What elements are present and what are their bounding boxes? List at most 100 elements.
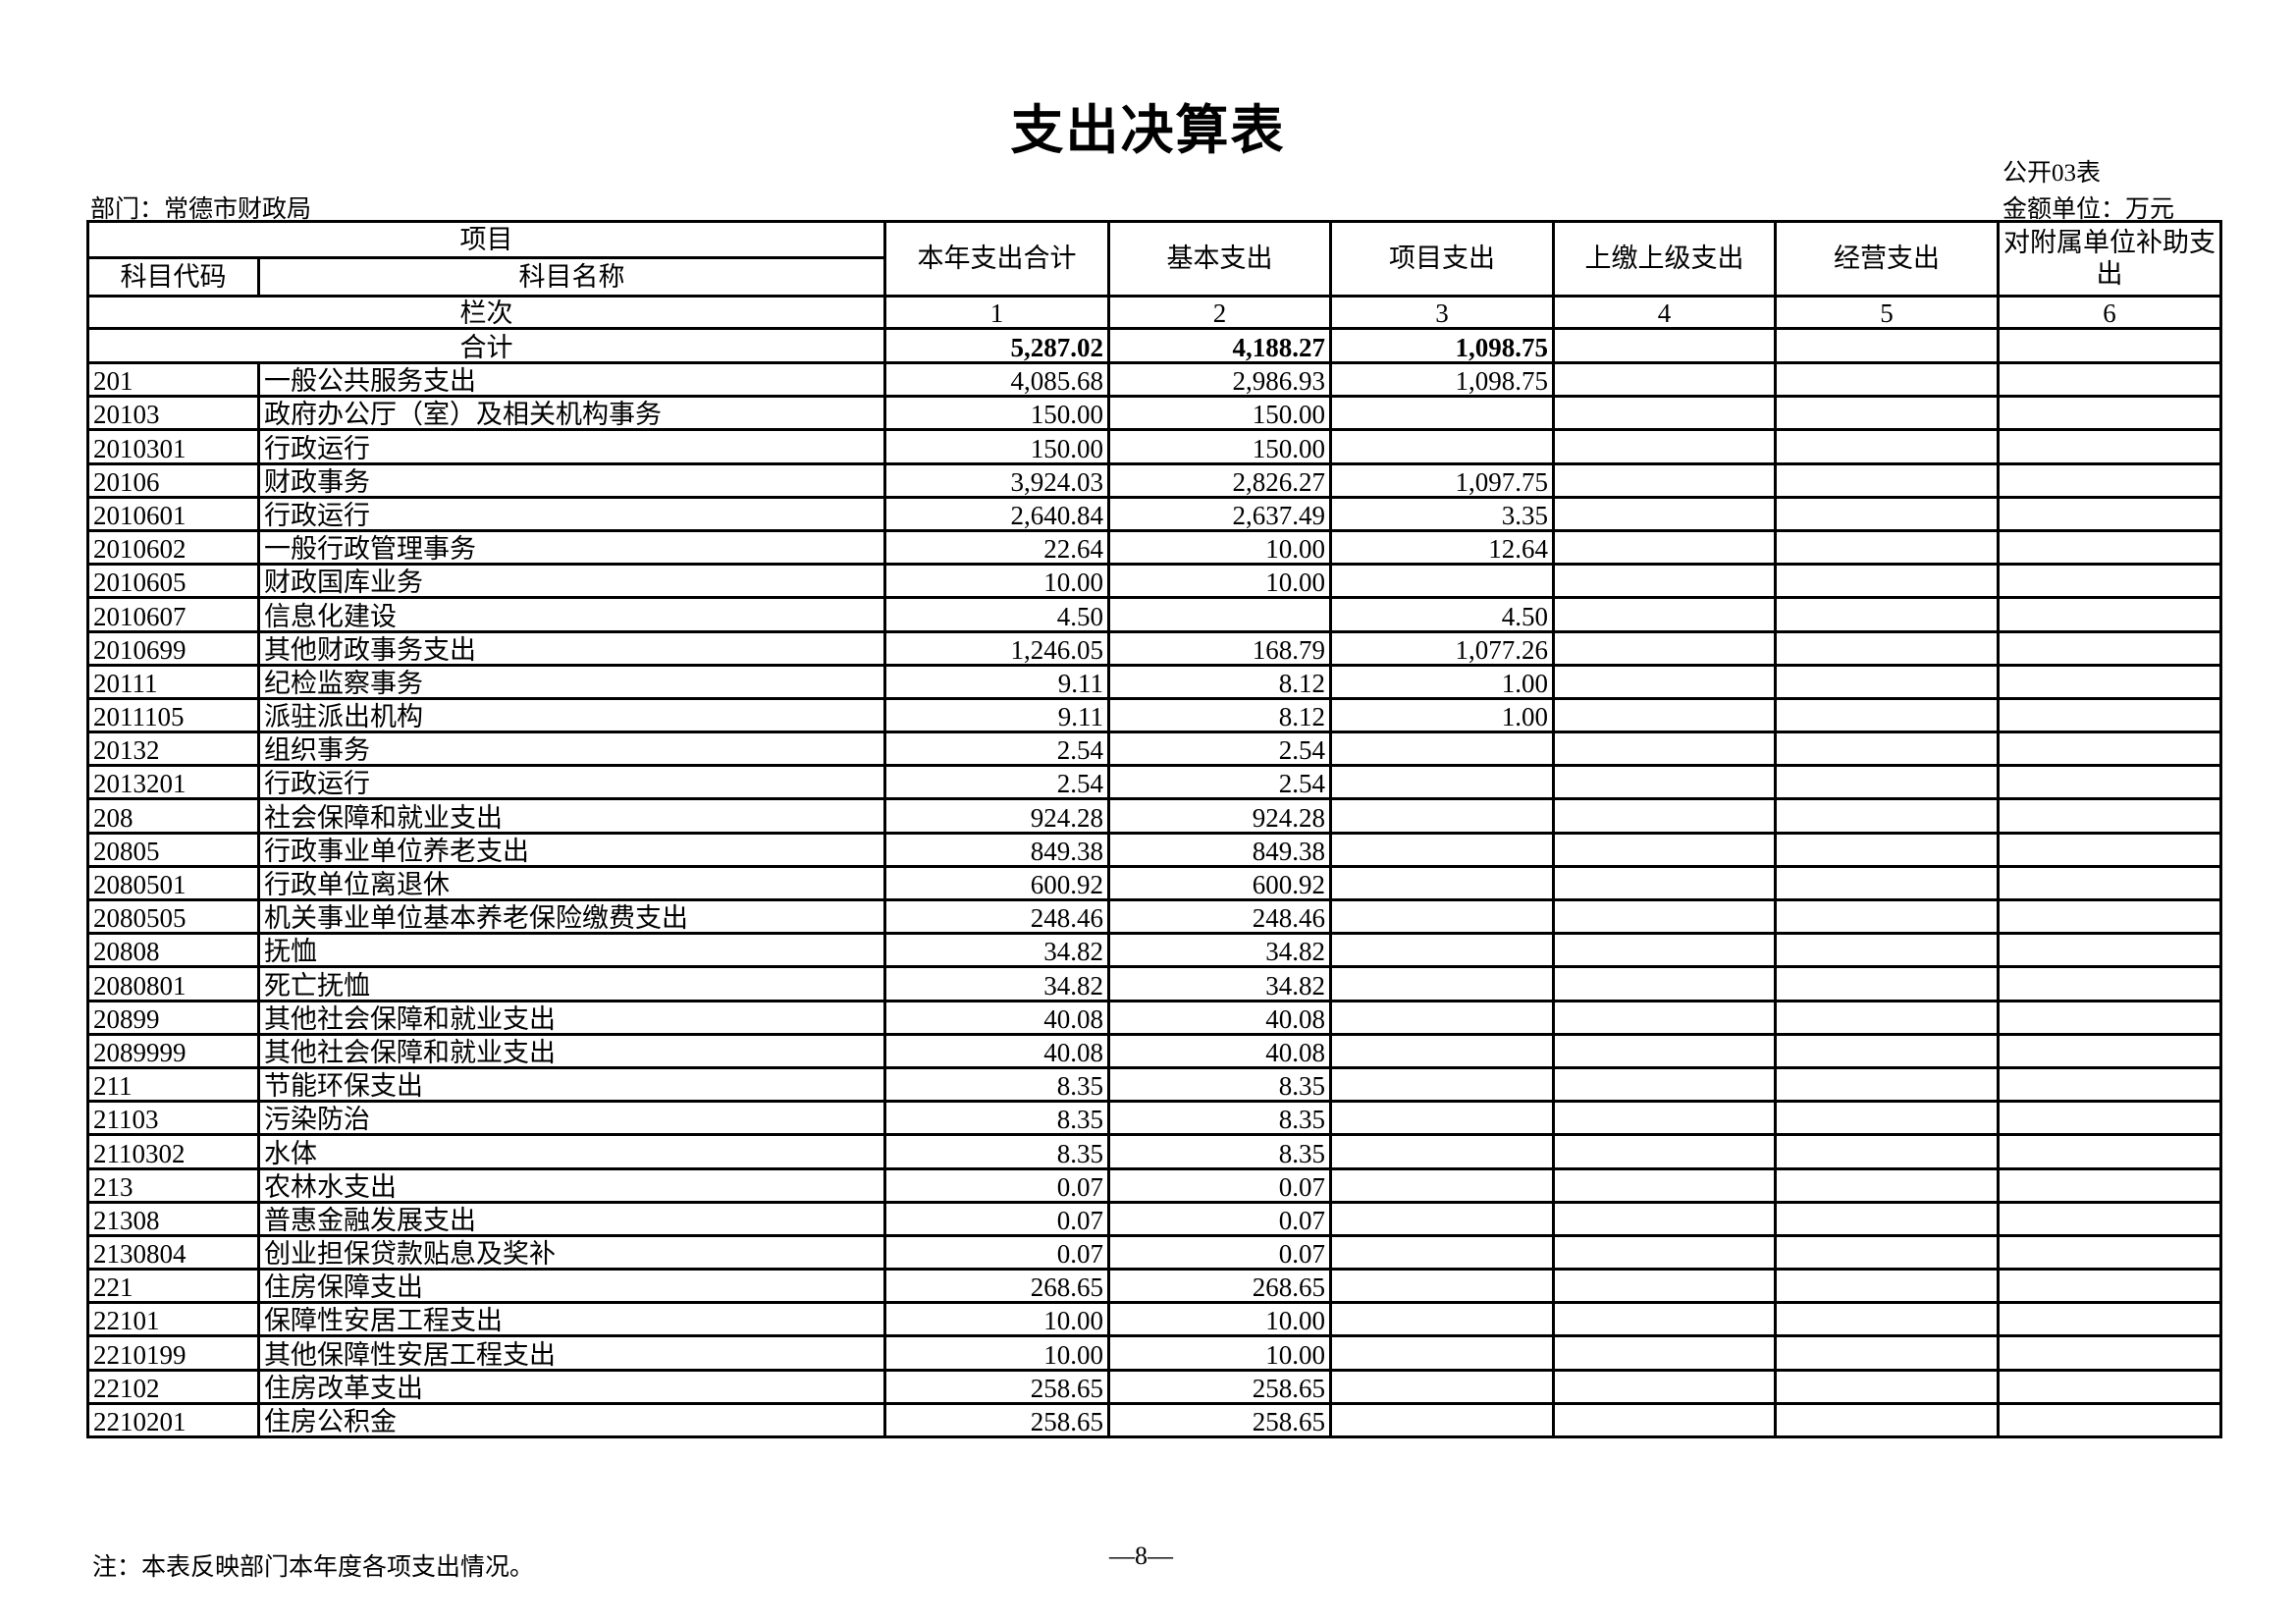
subsidy-amount [1997,495,2222,532]
project-amount [1329,1334,1555,1372]
header-row: 科目代码 科目名称 [86,256,2221,298]
upper-amount [1552,999,1777,1036]
upper-amount [1552,629,1777,667]
column-index-label: 栏次 [86,295,886,330]
table-row: 2210201 住房公积金 258.65 258.65 [86,1401,2222,1439]
subject-code: 2210199 [86,1334,260,1372]
business-amount [1774,596,2000,633]
subject-name: 社会保障和就业支出 [257,797,886,835]
subsidy-amount [1997,1233,2222,1272]
business-amount [1774,360,2000,399]
total-sum: 5,287.02 [883,327,1110,364]
upper-amount [1552,461,1777,499]
business-amount [1774,999,2000,1036]
subject-name: 一般公共服务支出 [257,360,886,399]
upper-amount [1552,1301,1777,1338]
subject-code: 20805 [86,831,260,868]
subsidy-amount [1997,764,2222,801]
total-amount: 2,640.84 [883,495,1110,532]
upper-amount [1552,932,1777,969]
project-amount [1329,1233,1555,1272]
amount-unit: 金额单位：万元 [2002,196,2175,223]
header-project: 项目支出 [1329,220,1555,298]
upper-amount [1552,360,1777,399]
subject-name: 普惠金融发展支出 [257,1200,886,1237]
table-row: 2080505 机关事业单位基本养老保险缴费支出 248.46 248.46 [86,897,2222,936]
header-name: 科目名称 [257,256,886,298]
subsidy-amount [1997,596,2222,633]
basic-amount: 600.92 [1107,864,1332,902]
business-amount [1774,1133,2000,1170]
table-row: 20808 抚恤 34.82 34.82 [86,932,2222,969]
header-basic: 基本支出 [1107,220,1332,298]
header-code: 科目代码 [86,256,260,298]
basic-amount: 150.00 [1107,395,1332,432]
subject-name: 行政运行 [257,428,886,465]
basic-amount: 150.00 [1107,428,1332,465]
subsidy-amount [1997,1166,2222,1204]
business-amount [1774,797,2000,835]
basic-amount: 849.38 [1107,831,1332,868]
project-amount [1329,932,1555,969]
project-amount [1329,897,1555,936]
project-amount [1329,1065,1555,1104]
total-amount: 4,085.68 [883,360,1110,399]
project-amount [1329,999,1555,1036]
basic-amount: 8.12 [1107,663,1332,700]
subject-code: 213 [86,1166,260,1204]
business-amount [1774,1032,2000,1069]
total-amount: 258.65 [883,1401,1110,1439]
subject-code: 2010607 [86,596,260,633]
business-amount [1774,1401,2000,1439]
upper-amount [1552,1100,1777,1137]
project-amount [1329,395,1555,432]
table-row: 22102 住房改革支出 258.65 258.65 [86,1368,2222,1405]
subject-code: 22101 [86,1301,260,1338]
total-amount: 849.38 [883,831,1110,868]
total-amount: 248.46 [883,897,1110,936]
upper-amount [1552,831,1777,868]
total-amount: 2.54 [883,764,1110,801]
total-amount: 10.00 [883,563,1110,600]
upper-amount [1552,731,1777,768]
subsidy-amount [1997,1032,2222,1069]
total-basic: 4,188.27 [1107,327,1332,364]
footnote: 注：本表反映部门本年度各项支出情况。 [92,1554,535,1581]
upper-amount [1552,1200,1777,1237]
table-row: 2010607 信息化建设 4.50 4.50 [86,596,2222,633]
basic-amount: 0.07 [1107,1166,1332,1204]
business-amount [1774,495,2000,532]
upper-amount [1552,495,1777,532]
table-row: 211 节能环保支出 8.35 8.35 [86,1065,2222,1104]
basic-amount: 8.35 [1107,1100,1332,1137]
upper-amount [1552,1368,1777,1405]
subject-code: 2089999 [86,1032,260,1069]
total-business [1774,327,2000,364]
business-amount [1774,1301,2000,1338]
subject-code: 20132 [86,731,260,768]
header-item: 项目 [86,220,886,259]
upper-amount [1552,596,1777,633]
business-amount [1774,1334,2000,1372]
subject-code: 2010605 [86,563,260,600]
basic-amount: 0.07 [1107,1233,1332,1272]
total-label: 合计 [86,327,886,364]
subject-code: 20106 [86,461,260,499]
total-amount: 8.35 [883,1100,1110,1137]
business-amount [1774,1166,2000,1204]
subsidy-amount [1997,1100,2222,1137]
column-index-row: 栏次 1 2 3 4 5 6 [86,295,2222,330]
subject-code: 20808 [86,932,260,969]
project-amount [1329,864,1555,902]
subject-name: 其他社会保障和就业支出 [257,999,886,1036]
total-amount: 22.64 [883,528,1110,567]
subject-name: 住房保障支出 [257,1268,886,1305]
total-amount: 10.00 [883,1334,1110,1372]
table-row: 213 农林水支出 0.07 0.07 [86,1166,2222,1204]
project-amount [1329,797,1555,835]
form-number: 公开03表 [2002,160,2102,187]
subject-code: 21103 [86,1100,260,1137]
total-row: 合计 5,287.02 4,188.27 1,098.75 [86,327,2222,364]
table-row: 2110302 水体 8.35 8.35 [86,1133,2222,1170]
subject-code: 2010301 [86,428,260,465]
